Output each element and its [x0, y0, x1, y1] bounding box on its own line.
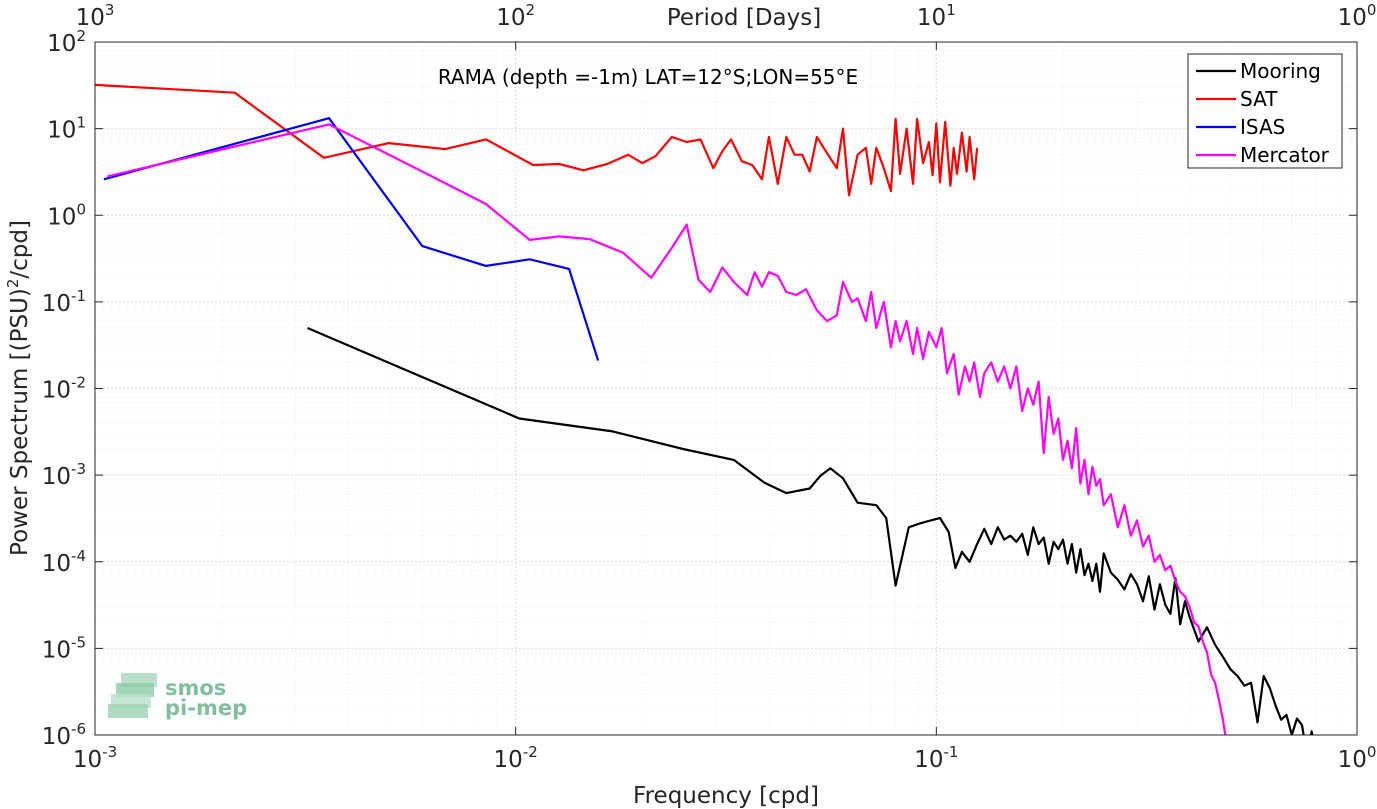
- y-tick-label: 10-6: [42, 720, 86, 750]
- x-tick-label: 10-1: [914, 743, 958, 773]
- series-lines: [95, 83, 1314, 735]
- series-line-mercator: [107, 123, 1227, 735]
- y-tick-label: 101: [47, 114, 86, 144]
- top-tick-label: 101: [917, 1, 956, 31]
- top-axis-label: Period [Days]: [667, 5, 821, 31]
- y-tick-label: 10-3: [42, 460, 86, 490]
- logo-text-pi-mep: pi-mep: [165, 696, 247, 720]
- logo-text-smos: smos: [165, 676, 226, 700]
- x-tick-label: 10-2: [494, 743, 538, 773]
- legend-label: SAT: [1240, 87, 1278, 111]
- y-tick-label: 10-4: [42, 547, 86, 577]
- legend-box: [1187, 53, 1343, 169]
- smos-pi-mep-logo: smos pi-mep: [108, 673, 247, 720]
- y-tick-label: 10-1: [42, 287, 86, 317]
- top-tick-label: 103: [76, 1, 115, 31]
- legend-label: Mercator: [1240, 143, 1330, 167]
- y-axis-label: Power Spectrum [(PSU)2/cpd]: [4, 220, 33, 556]
- series-line-isas: [103, 117, 600, 361]
- series-line-sat: [95, 83, 979, 197]
- logo-mark-icon: [108, 673, 157, 718]
- y-tick-label: 100: [47, 200, 86, 230]
- y-tick-label: 10-5: [42, 633, 86, 663]
- y-axis-label-main: Power Spectrum [(PSU): [7, 288, 33, 556]
- x-tick-label: 100: [1338, 743, 1377, 773]
- y-tick-label: 10-2: [42, 374, 86, 404]
- x-tick-label: 10-3: [73, 743, 117, 773]
- legend-label: ISAS: [1240, 115, 1285, 139]
- series-line-mooring: [307, 326, 1314, 735]
- x-axis-label: Frequency [cpd]: [633, 783, 819, 809]
- y-axis-label-superscript: 2: [4, 279, 22, 289]
- y-tick-label: 102: [47, 27, 86, 57]
- legend-label: Mooring: [1240, 59, 1321, 83]
- top-tick-label: 102: [496, 1, 535, 31]
- legend: Mooring SAT ISAS Mercator: [1187, 53, 1343, 169]
- y-axis-label-tail: /cpd]: [7, 220, 33, 279]
- chart-title: RAMA (depth =-1m) LAT=12°S;LON=55°E: [438, 65, 858, 89]
- top-tick-label: 100: [1338, 1, 1377, 31]
